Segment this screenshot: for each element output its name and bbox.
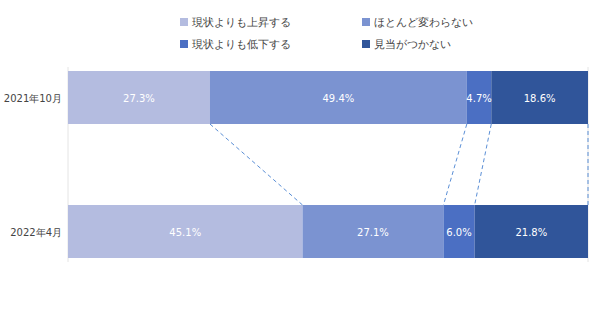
data-label: 49.4% xyxy=(323,93,355,104)
data-label: 6.0% xyxy=(446,227,471,238)
connector xyxy=(443,124,466,205)
legend-label: ほとんど変わらない xyxy=(374,16,473,29)
bar-segment xyxy=(68,71,210,124)
legend-label: 見当がつかない xyxy=(374,38,451,51)
legend-label: 現状よりも上昇する xyxy=(192,16,291,29)
data-label: 27.3% xyxy=(123,93,155,104)
bar-segment xyxy=(210,71,467,124)
legend-label: 現状よりも低下する xyxy=(192,38,291,51)
data-labels: 27.3% 49.4% 4.7% 18.6% 45.1% 27.1% 6.0% 21.8% xyxy=(123,93,555,238)
bar-segment xyxy=(491,71,588,124)
data-label: 21.8% xyxy=(515,227,547,238)
legend-swatch xyxy=(180,18,188,26)
data-label: 4.7% xyxy=(466,93,491,104)
bar-segment xyxy=(68,205,303,258)
bar-segment xyxy=(303,205,444,258)
bars xyxy=(68,71,588,258)
connector xyxy=(475,124,492,205)
category-label: 2022年4月 xyxy=(10,227,62,238)
bar-segment xyxy=(467,71,491,124)
legend-swatch xyxy=(180,40,188,48)
bar-segment xyxy=(443,205,474,258)
legend: 現状よりも上昇する ほとんど変わらない現状よりも低下する 見当がつかない xyxy=(180,16,473,51)
data-label: 27.1% xyxy=(357,227,389,238)
category-label: 2021年10月 xyxy=(4,93,62,104)
data-label: 18.6% xyxy=(524,93,556,104)
bar-segment xyxy=(475,205,588,258)
legend-swatch xyxy=(362,18,370,26)
connector xyxy=(210,124,303,205)
connector xyxy=(588,124,589,205)
chart: 現状よりも上昇する ほとんど変わらない現状よりも低下する 見当がつかない 2021年1… xyxy=(0,0,600,309)
data-label: 45.1% xyxy=(169,227,201,238)
legend-swatch xyxy=(362,40,370,48)
